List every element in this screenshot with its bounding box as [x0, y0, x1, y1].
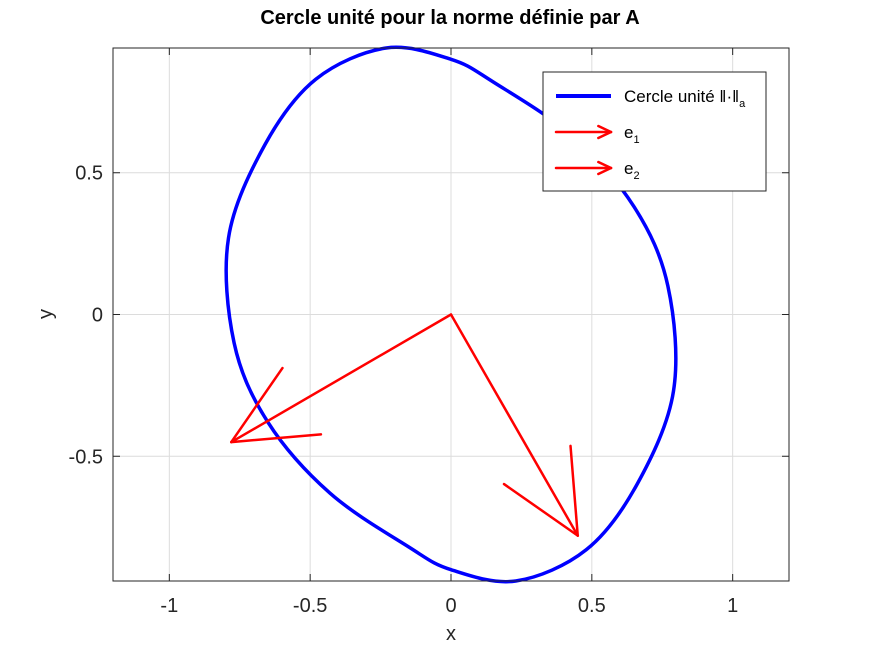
x-tick-label: -0.5 — [293, 595, 327, 617]
legend-label-text: Cercle unité ‖·‖ — [624, 87, 739, 106]
y-tick-label: 0.5 — [75, 163, 103, 185]
legend-label: e1 — [624, 123, 640, 146]
arrow-e1-shaft — [230, 313, 453, 444]
legend-arrow-swatch-head-2 — [597, 160, 613, 170]
legend-arrow-swatch-head-1 — [597, 166, 613, 176]
legend-label-subscript: a — [739, 98, 746, 110]
ticks: -1 -0.5 0 0.5 1 -0.5 0 0.5 — [69, 48, 789, 617]
x-tick-label: -1 — [160, 595, 178, 617]
legend-label-text: e — [624, 159, 633, 178]
legend-label: e2 — [624, 159, 640, 182]
unit-circle-curve — [224, 45, 678, 584]
legend-arrow-swatch — [554, 124, 613, 140]
y-axis-label: y — [35, 309, 57, 319]
arrow-e1-head-2 — [230, 433, 323, 444]
legend-arrow-swatch-head-2 — [597, 124, 613, 134]
x-tick-label: 1 — [727, 595, 738, 617]
arrow-e2-head-1 — [502, 482, 579, 537]
x-axis-label: x — [446, 623, 456, 645]
arrow-e2 — [449, 313, 579, 537]
chart-title: Cercle unité pour la norme définie par A — [260, 7, 639, 29]
legend-label-subscript: 1 — [633, 134, 639, 146]
arrow-e1 — [230, 313, 453, 444]
legend-entry: Cercle unité ‖·‖a — [556, 87, 746, 110]
legend-label: Cercle unité ‖·‖a — [624, 87, 746, 110]
arrow-e2-shaft — [449, 313, 579, 537]
legend-label-text: e — [624, 123, 633, 142]
legend-entry: e1 — [554, 123, 640, 146]
x-tick-label: 0 — [445, 595, 456, 617]
legend-arrow-swatch — [554, 160, 613, 176]
arrow-e1-head-1 — [230, 366, 284, 444]
y-tick-label: 0 — [92, 305, 103, 327]
legend-label-subscript: 2 — [633, 170, 639, 182]
legend-arrow-swatch-head-1 — [597, 130, 613, 140]
arrow-e2-head-2 — [569, 444, 579, 537]
plot-series — [224, 45, 678, 584]
x-tick-label: 0.5 — [578, 595, 606, 617]
legend-entry: e2 — [554, 159, 640, 182]
y-tick-label: -0.5 — [69, 446, 103, 468]
